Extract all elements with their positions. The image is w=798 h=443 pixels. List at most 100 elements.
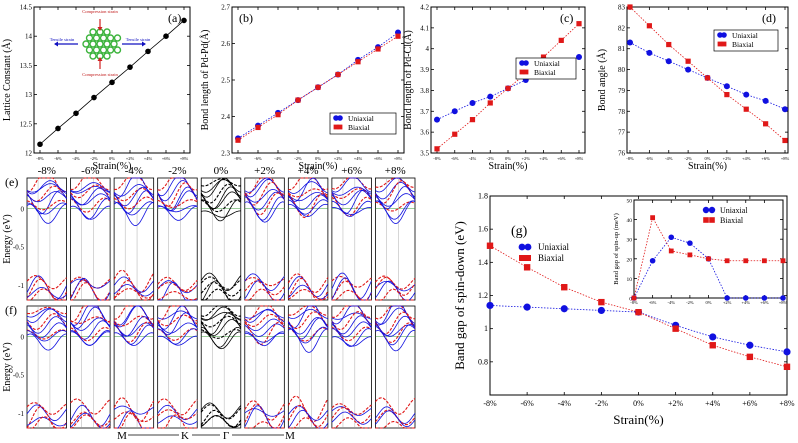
data-point	[780, 258, 786, 264]
band-spin-up	[70, 305, 111, 326]
band-spin-down	[70, 177, 111, 191]
data-point	[335, 71, 341, 78]
band-spin-down	[70, 316, 111, 325]
lattice-atom	[85, 34, 94, 42]
band-frame	[375, 305, 416, 429]
x-tick-label: 0%	[109, 156, 115, 161]
x-tick-label: -8%	[483, 399, 497, 408]
band-spin-down	[200, 415, 242, 428]
data-point	[782, 137, 788, 144]
data-point	[395, 33, 401, 39]
x-axis-label: Strain(%)	[489, 161, 528, 172]
data-point	[597, 306, 605, 315]
band-spin-down	[113, 411, 155, 423]
band-column: -6%	[70, 165, 111, 301]
legend-marker	[703, 217, 709, 223]
band-spin-down	[288, 417, 328, 429]
data-point	[665, 58, 672, 65]
y-tick-label: 76	[618, 150, 626, 158]
data-point	[649, 257, 656, 264]
y-tick-label: 3.5	[420, 150, 429, 158]
band-spin-down	[331, 326, 372, 342]
y-tick-label: 14	[25, 33, 33, 41]
band-spin-down	[287, 311, 329, 330]
data-point	[375, 46, 381, 52]
band-spin-up	[113, 305, 154, 328]
band-spin-down	[113, 196, 155, 210]
strain-column-label: +4%	[298, 165, 319, 177]
band-spin-up	[244, 331, 285, 347]
band-spin-down	[288, 177, 329, 191]
data-point	[73, 110, 79, 117]
legend-marker	[702, 206, 710, 214]
x-tick-label: +6%	[761, 156, 770, 161]
band-spin-down	[244, 400, 285, 421]
band-spin-down	[374, 275, 416, 290]
data-point	[782, 106, 788, 113]
band-spin-up	[157, 322, 198, 334]
x-tick-label: 0%	[505, 156, 511, 161]
data-point	[783, 363, 791, 371]
x-axis-label: Strain(%)	[688, 161, 727, 172]
x-tick-label: -2%	[595, 399, 609, 408]
data-point	[275, 112, 281, 118]
band-column	[374, 305, 416, 429]
band-spin-up	[201, 331, 241, 350]
data-point	[761, 258, 767, 264]
strain-column-label: -4%	[125, 165, 143, 177]
band-spin-down	[331, 403, 372, 416]
lattice-atom	[89, 40, 97, 48]
data-point	[780, 295, 786, 301]
x-tick-label: +6%	[162, 156, 171, 161]
legend-marker	[518, 243, 526, 251]
band-spin-up	[26, 322, 67, 339]
y-tick-label: 12	[25, 150, 33, 158]
legend-marker	[333, 115, 339, 121]
band-spin-up	[114, 332, 154, 346]
band-spin-up	[157, 335, 198, 346]
band-spin-up	[375, 324, 416, 346]
band-spin-up	[114, 201, 154, 216]
band-spin-down	[287, 193, 329, 219]
annotation-compression-top: Compression strain	[82, 9, 118, 14]
legend-label: Biaxial	[538, 253, 564, 263]
data-point	[666, 41, 672, 48]
x-tick-label: -6%	[54, 156, 62, 161]
x-tick-label: +4%	[742, 156, 751, 161]
y-tick-label: 2.5	[221, 77, 230, 85]
legend-marker	[717, 32, 723, 38]
y-tick-label: 50	[627, 199, 633, 205]
lattice-atom	[96, 40, 104, 48]
x-tick-label: +8%	[779, 300, 788, 305]
legend-marker	[519, 255, 525, 261]
legend-marker	[721, 41, 727, 47]
band-spin-up	[331, 336, 372, 347]
y-tick-label: 13	[25, 91, 33, 99]
panel-label: (c)	[560, 11, 573, 25]
band-spin-up	[70, 404, 111, 427]
band-spin-down	[27, 416, 67, 429]
arrow-head	[54, 41, 58, 47]
x-tick-label: -2%	[487, 156, 495, 161]
x-tick-label: -4%	[469, 156, 477, 161]
y-tick-label: 83	[618, 4, 626, 12]
legend-label: Uniaxial	[348, 114, 374, 123]
band-spin-up	[375, 177, 416, 193]
strain-column-label: -2%	[168, 165, 186, 177]
band-spin-down	[26, 177, 67, 193]
data-point	[452, 131, 458, 137]
band-column: -2%	[157, 165, 198, 301]
band-spin-down	[375, 305, 415, 320]
band-spin-up	[157, 205, 198, 221]
y-tick-label: 3.8	[420, 87, 429, 95]
legend-label: Biaxial	[720, 216, 744, 225]
legend-box	[515, 57, 577, 80]
data-point	[434, 146, 440, 152]
band-spin-down	[157, 281, 198, 293]
band-spin-down	[26, 406, 68, 429]
x-tick-label: +2%	[668, 399, 684, 408]
data-point	[181, 17, 187, 24]
data-point	[685, 58, 691, 64]
band-spin-down	[375, 420, 415, 429]
